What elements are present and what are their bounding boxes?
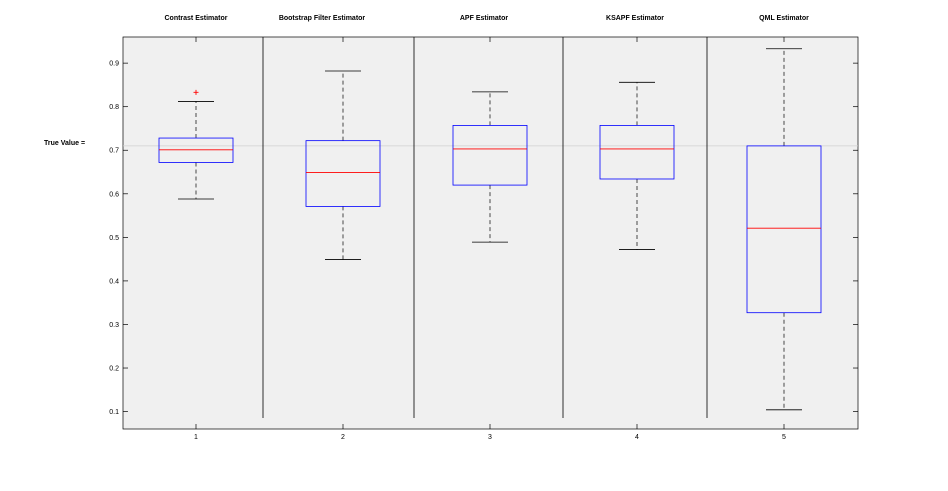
- iqr-box: [746, 145, 822, 314]
- estimator-title: KSAPF Estimator: [606, 15, 664, 22]
- iqr-box: [599, 125, 675, 180]
- y-tick-label: 0.1: [109, 409, 119, 416]
- y-tick-label: 0.2: [109, 366, 119, 373]
- boxplot-1: [158, 89, 234, 200]
- iqr-box: [305, 140, 381, 207]
- x-tick-label: 3: [488, 434, 492, 441]
- y-tick-label: 0.9: [109, 61, 119, 68]
- x-tick-label: 5: [782, 434, 786, 441]
- boxplot-4: [599, 81, 675, 250]
- estimator-title: Contrast Estimator: [164, 15, 227, 22]
- estimator-title: Bootstrap Filter Estimator: [279, 15, 366, 22]
- x-tick-label: 1: [194, 434, 198, 441]
- y-tick-label: 0.7: [109, 148, 119, 155]
- plot-area: [122, 36, 859, 430]
- x-tick-label: 2: [341, 434, 345, 441]
- boxplot-3: [452, 91, 528, 243]
- outlier-marker: [193, 89, 199, 95]
- y-tick-label: 0.5: [109, 235, 119, 242]
- y-tick-label: 0.4: [109, 278, 119, 285]
- y-tick-label: 0.6: [109, 191, 119, 198]
- estimator-title: QML Estimator: [759, 15, 809, 22]
- boxplot-2: [305, 70, 381, 260]
- boxplot-5: [746, 48, 822, 411]
- true-value-label: True Value =: [44, 140, 85, 147]
- x-tick-label: 4: [635, 434, 639, 441]
- y-tick-label: 0.8: [109, 104, 119, 111]
- iqr-box: [452, 125, 528, 186]
- estimator-title: APF Estimator: [460, 15, 509, 22]
- y-tick-label: 0.3: [109, 322, 119, 329]
